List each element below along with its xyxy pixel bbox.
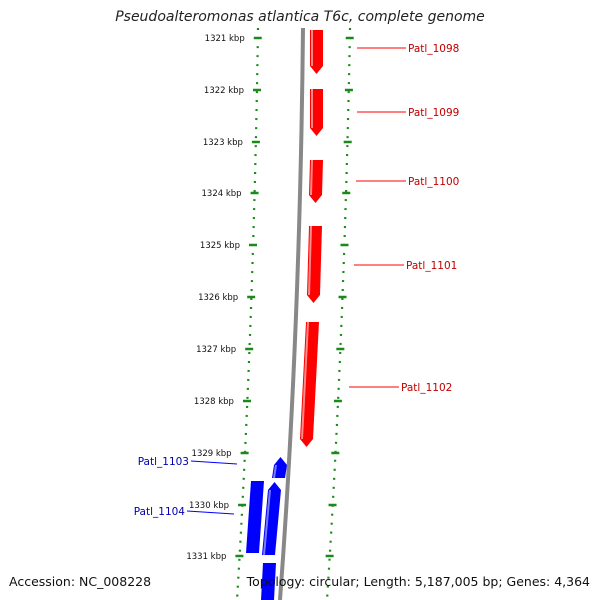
ruler-tick-label: 1322 kbp <box>204 86 244 96</box>
ruler-tick-label: 1331 kbp <box>186 552 226 562</box>
gene-highlight <box>263 489 271 556</box>
gene-label: Patl_1098 <box>408 43 459 55</box>
ruler-tick-label: 1330 kbp <box>189 501 229 511</box>
gene-label-leader <box>186 510 235 515</box>
gene-arrow-reverse <box>262 482 281 555</box>
gene-block-reverse <box>246 481 264 553</box>
ruler-tick-label: 1325 kbp <box>200 241 240 251</box>
gene-label: Patl_1102 <box>401 382 452 394</box>
accession-text: Accession: NC_008228 <box>9 574 152 589</box>
ruler-tick-label: 1323 kbp <box>203 138 243 148</box>
gene-label: Patl_1104 <box>134 506 186 518</box>
inner-dotted-ring <box>235 27 260 600</box>
gene-label-leader <box>190 460 238 465</box>
map-title: Pseudoalteromonas atlantica T6c, complet… <box>115 9 485 25</box>
gene-highlight <box>273 464 277 479</box>
gene-label: Patl_1101 <box>406 260 457 272</box>
gene-arrow-forward <box>300 322 319 447</box>
gene-label: Patl_1099 <box>408 107 459 119</box>
gene-highlight <box>308 225 312 296</box>
ruler-tick-label: 1326 kbp <box>198 293 238 303</box>
ruler-tick-label: 1327 kbp <box>196 345 236 355</box>
gene-arrow-forward <box>310 89 323 136</box>
genome-backbone <box>278 27 305 600</box>
gene-block-reverse <box>261 563 276 600</box>
outer-dotted-ring <box>325 27 352 600</box>
ruler-tick-label: 1321 kbp <box>205 34 245 44</box>
ruler-tick-label: 1329 kbp <box>192 449 232 459</box>
ruler-tick-label: 1324 kbp <box>202 189 242 199</box>
genome-summary-text: Topology: circular; Length: 5,187,005 bp… <box>246 574 590 589</box>
gene-highlight <box>310 159 313 196</box>
gene-highlight <box>301 321 309 440</box>
gene-label: Patl_1100 <box>408 176 459 188</box>
gene-label: Patl_1103 <box>138 456 189 468</box>
ruler-tick-label: 1328 kbp <box>194 397 234 407</box>
gene-arrow-forward <box>310 30 323 74</box>
